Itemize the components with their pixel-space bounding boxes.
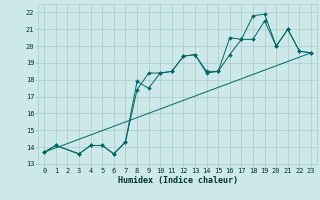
X-axis label: Humidex (Indice chaleur): Humidex (Indice chaleur) (118, 176, 238, 185)
